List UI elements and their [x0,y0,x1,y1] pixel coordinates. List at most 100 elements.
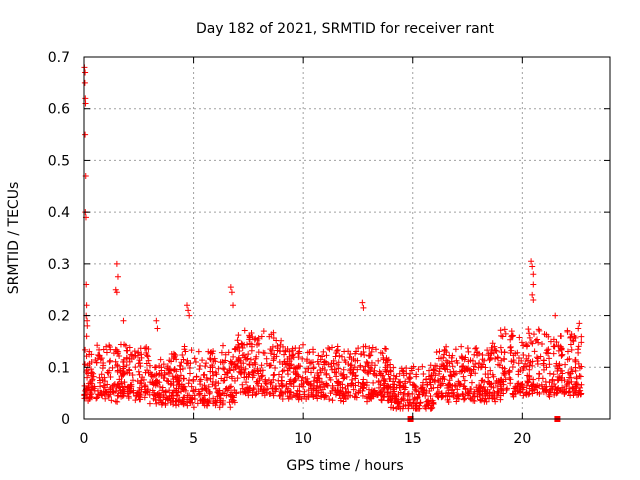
data-point [153,370,160,377]
data-point [176,396,183,403]
data-point [283,381,290,388]
data-point [182,387,189,394]
data-point [147,379,154,386]
data-point [487,355,494,362]
data-point [354,366,361,373]
data-point [375,379,382,386]
data-point [498,376,505,383]
data-point [544,347,551,354]
data-point [337,397,344,404]
data-point [502,330,509,337]
data-point [298,395,305,402]
data-point [84,317,91,324]
data-point [540,357,547,364]
x-tick-label: 0 [80,431,89,447]
data-point [212,369,219,376]
data-point [231,377,238,384]
data-point [380,356,387,363]
data-point [230,302,237,309]
data-point [507,336,514,343]
data-point [461,395,468,402]
data-point [212,358,219,365]
data-point [106,358,113,365]
data-point [564,381,571,388]
data-point [486,392,493,399]
data-point [235,356,242,363]
data-point [229,398,236,405]
data-point [186,377,193,384]
data-point [279,368,286,375]
data-point [456,381,463,388]
data-point [191,355,198,362]
data-point [368,359,375,366]
data-point [146,362,153,369]
data-point [289,394,296,401]
data-point [389,395,396,402]
data-point [161,371,168,378]
data-point [173,397,180,404]
data-point [96,374,103,381]
data-point [266,390,273,397]
data-point [529,362,536,369]
data-point [360,367,367,374]
data-point [144,387,151,394]
data-point [97,379,104,386]
data-point [525,391,532,398]
data-point [262,376,269,383]
data-point [445,398,452,405]
data-point [517,386,524,393]
data-point [571,333,578,340]
data-point [201,392,208,399]
data-point [396,370,403,377]
data-point [145,346,152,353]
data-point [459,390,466,397]
data-point [188,347,195,354]
data-point [352,390,359,397]
data-point [81,79,88,86]
data-point [495,355,502,362]
data-point [247,385,254,392]
data-point [420,379,427,386]
data-point [472,345,479,352]
data-point [528,258,535,265]
data-point [488,383,495,390]
data-point [460,373,467,380]
data-point [132,352,139,359]
data-point [332,391,339,398]
data-point [290,351,297,358]
data-point [252,391,259,398]
data-point [454,386,461,393]
data-point [252,361,259,368]
data-point [526,372,533,379]
data-point [493,348,500,355]
data-point [539,375,546,382]
data-point [508,347,515,354]
data-point [543,364,550,371]
data-point [553,386,560,393]
data-point [307,380,314,387]
data-point [255,370,262,377]
data-point [380,375,387,382]
data-point [241,327,248,334]
data-point [239,345,246,352]
data-point [331,369,338,376]
data-point [242,365,249,372]
data-point [133,393,140,400]
data-point [316,379,323,386]
data-point [158,372,165,379]
data-point [479,356,486,363]
data-point [513,385,520,392]
data-point [209,368,216,375]
data-point [384,363,391,370]
data-point [554,387,561,394]
data-point [558,346,565,353]
data-point [407,379,414,386]
data-point [458,368,465,375]
data-point [375,384,382,391]
data-point [173,388,180,395]
data-point [556,362,563,369]
data-point [419,363,426,370]
data-point [336,352,343,359]
x-tick-label: 20 [513,431,531,447]
data-point [126,358,133,365]
